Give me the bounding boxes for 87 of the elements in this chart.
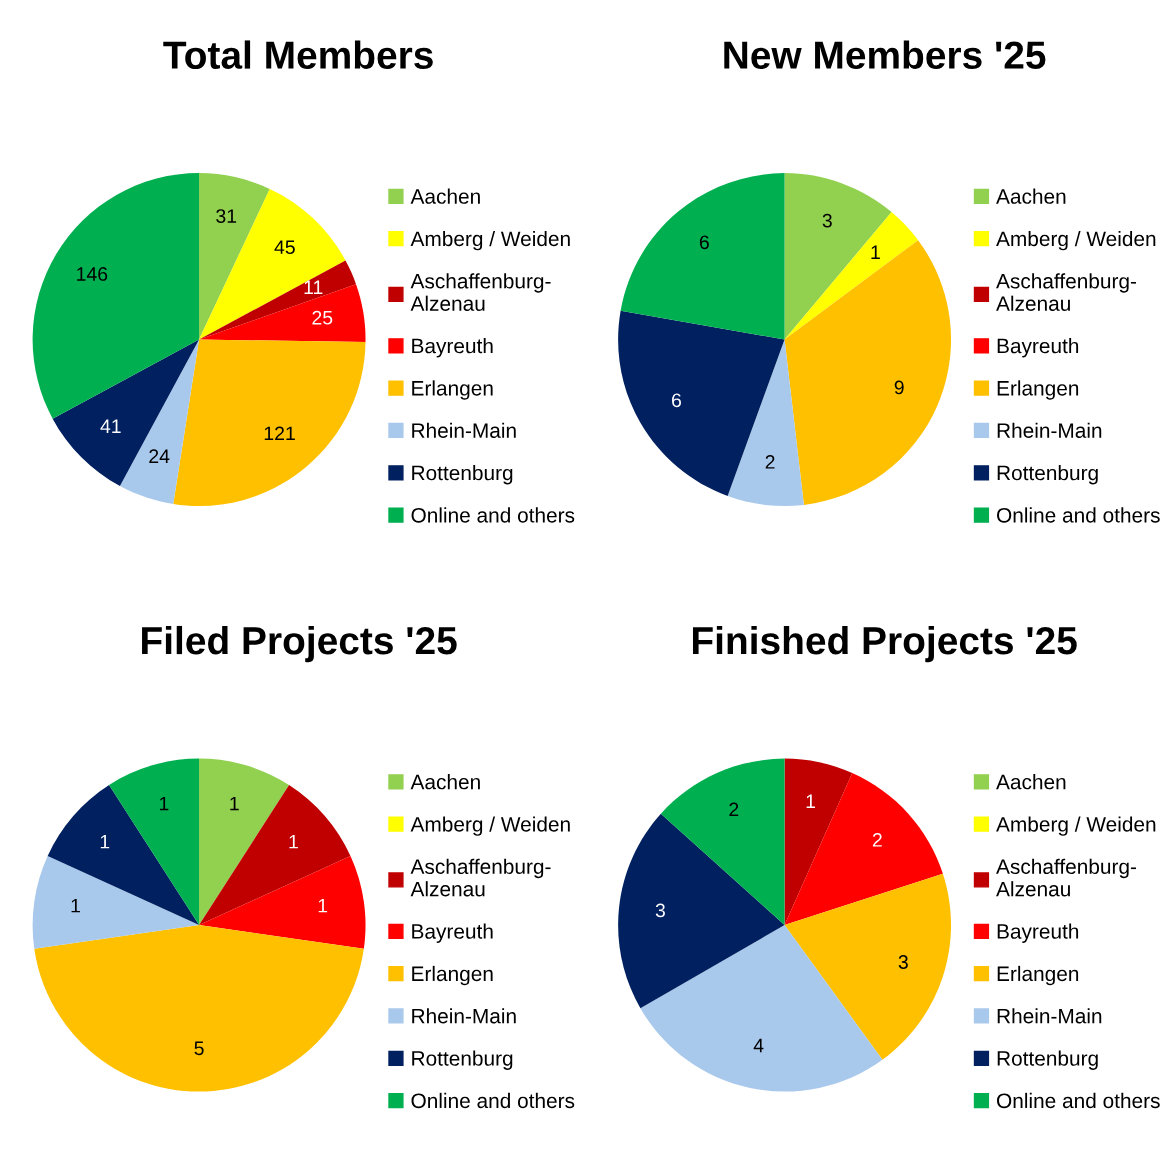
legend-label: Rhein-Main: [412, 422, 516, 438]
chart-title: Finished Projects '25: [692, 625, 1077, 663]
pie-slice: [199, 188, 346, 340]
legend-label: Amberg / Weiden: [410, 230, 570, 251]
pie-slice: [784, 173, 892, 340]
legend-label: Erlangen: [412, 380, 493, 400]
legend-label: Bayreuth: [997, 338, 1079, 358]
data-label: 2: [872, 833, 882, 847]
chart-title: Filed Projects '25: [142, 625, 457, 663]
legend-label: Aachen: [410, 188, 480, 204]
pie-slice: [784, 240, 952, 505]
data-label: 11: [304, 280, 323, 294]
legend-label: Online and others: [411, 1092, 575, 1109]
data-label: 3: [655, 903, 665, 918]
data-label: 31: [216, 209, 237, 223]
pie-slice: [119, 339, 200, 505]
legend-label: Bayreuth: [997, 923, 1079, 943]
data-label: 1: [289, 834, 298, 849]
legend-label: Rottenburg: [412, 465, 513, 485]
data-label: 41: [100, 419, 121, 433]
pie-slice: [784, 773, 943, 926]
data-label: 1: [871, 245, 880, 259]
pie-slice: [52, 339, 200, 487]
data-label: 1: [318, 898, 328, 913]
legend-label: Rottenburg: [412, 1050, 513, 1070]
data-label: 6: [672, 393, 681, 408]
pie-slice: [199, 758, 290, 926]
pie-slice: [173, 339, 366, 507]
pie-slice: [784, 873, 952, 1060]
pie-slice: [32, 173, 200, 419]
data-label: 121: [264, 426, 295, 441]
pie-slice: [199, 260, 357, 340]
legend-label: Amberg / Weiden: [996, 230, 1156, 251]
legend-label: Erlangen: [997, 965, 1079, 986]
data-label: 1: [100, 834, 110, 849]
data-label: 3: [822, 213, 832, 228]
pie-slice: [47, 785, 200, 926]
chart-title: Total Members: [163, 40, 433, 69]
data-label: 1: [806, 794, 815, 808]
data-label: 2: [729, 802, 739, 817]
legend-label: Online and others: [997, 507, 1160, 523]
data-label: 24: [149, 449, 170, 463]
pie-slice: [32, 855, 200, 949]
legend-label: Rhein-Main: [412, 1008, 516, 1024]
pie-slice: [784, 212, 919, 340]
pie-slice: [620, 173, 785, 340]
data-label: 6: [699, 235, 709, 250]
data-label: 4: [753, 1038, 764, 1053]
legend-label: Aachen: [996, 188, 1066, 204]
legend-label: Aschaffenburg-Alzenau: [410, 273, 551, 311]
legend-label: Amberg / Weiden: [410, 816, 570, 836]
legend-label: Aachen: [996, 774, 1066, 790]
legend-label: Online and others: [411, 507, 575, 523]
data-label: 45: [274, 240, 295, 255]
data-label: 9: [894, 380, 904, 395]
data-label: 1: [159, 796, 169, 811]
legend-label: Rottenburg: [997, 465, 1098, 485]
legend-label: Erlangen: [997, 380, 1079, 400]
legend-label: Rottenburg: [997, 1050, 1098, 1070]
legend-label: Aschaffenburg-Alzenau: [996, 273, 1137, 311]
pie-slice: [727, 339, 804, 507]
pie-slice: [640, 925, 883, 1092]
pie-slice: [199, 173, 270, 340]
pie-slice: [199, 855, 366, 949]
data-label: 25: [312, 310, 333, 325]
pie-slice: [618, 310, 785, 497]
data-label: 1: [71, 898, 80, 913]
legend-label: Online and others: [997, 1092, 1160, 1109]
legend-label: Erlangen: [412, 965, 493, 986]
chart-title: New Members '25: [724, 40, 1046, 69]
data-label: 1: [230, 796, 239, 811]
pie-slice: [784, 758, 853, 926]
data-label: 3: [898, 955, 908, 969]
legend-label: Amberg / Weiden: [996, 816, 1156, 836]
legend-label: Bayreuth: [412, 338, 493, 358]
data-label: 5: [194, 1041, 204, 1056]
legend-label: Aschaffenburg-Alzenau: [410, 858, 551, 897]
legend-label: Rhein-Main: [997, 422, 1102, 438]
legend-label: Aachen: [410, 774, 480, 790]
data-label: 146: [77, 267, 108, 281]
legend-label: Aschaffenburg-Alzenau: [996, 858, 1137, 897]
legend-label: Bayreuth: [412, 923, 493, 943]
pie-slice: [109, 758, 200, 926]
pie-slice: [199, 785, 351, 926]
data-label: 2: [765, 455, 775, 469]
pie-slice: [34, 925, 364, 1092]
legend-label: Rhein-Main: [997, 1008, 1102, 1024]
